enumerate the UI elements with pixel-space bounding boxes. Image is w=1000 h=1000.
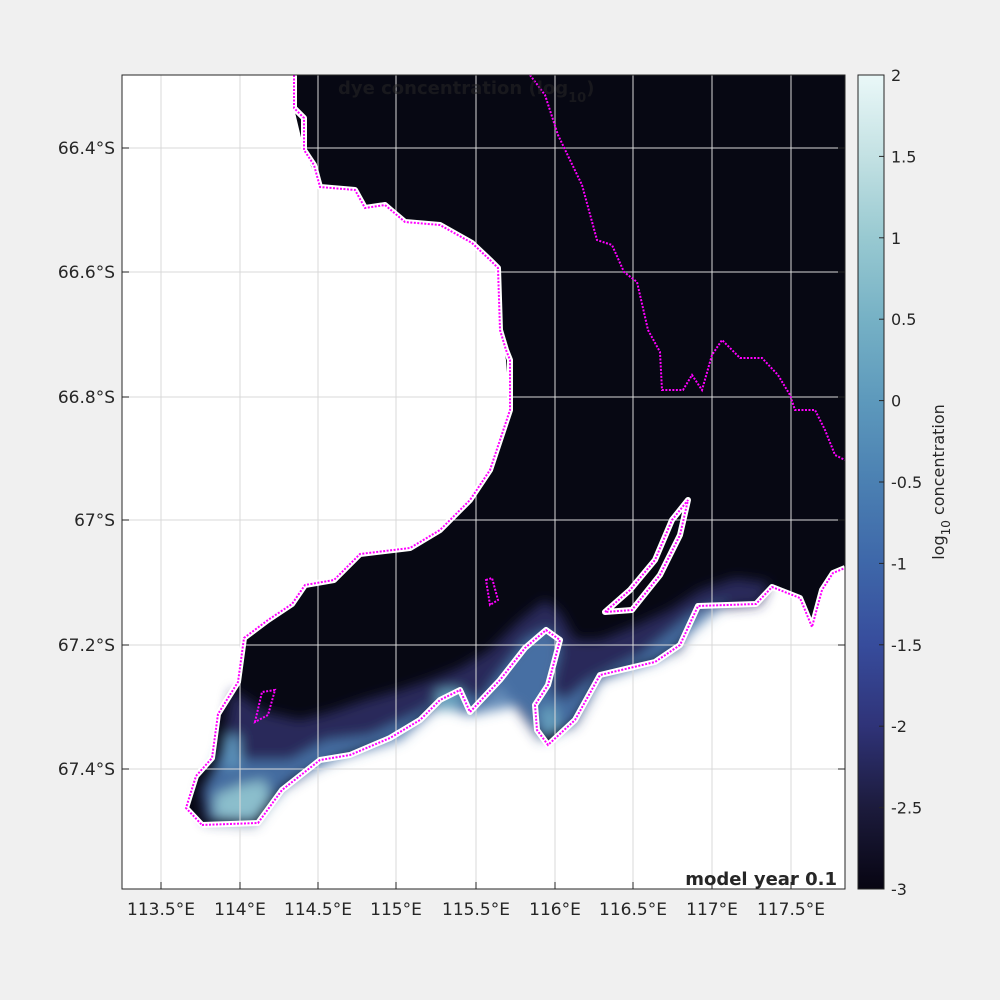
- colorbar-tick-label: -0.5: [891, 473, 922, 492]
- colorbar-tick-label: 0.5: [891, 310, 916, 329]
- coastline-south: [201, 567, 845, 826]
- colorbar-tick-label: -1: [891, 554, 907, 573]
- y-tick-label: 66.8°S: [58, 388, 115, 408]
- x-tick-label: 115°E: [370, 900, 422, 920]
- colorbar: 2 1.5 1 0.5 0 -0.5 -1 -1.5 -2 -2.5 -3 log10 concen…: [857, 66, 953, 899]
- map-axes: 113.5°E 114°E 114.5°E 115°E 115.5°E 116°…: [58, 74, 846, 920]
- colorbar-tick-label: -2: [891, 717, 907, 736]
- coastline-island-east: [602, 499, 689, 614]
- x-tick-label: 114.5°E: [284, 900, 352, 920]
- x-tick-label: 116.5°E: [599, 900, 667, 920]
- x-tick-label: 114°E: [214, 900, 266, 920]
- colorbar-tick-label: -2.5: [891, 799, 922, 818]
- coastline-contours: [183, 75, 845, 828]
- y-tick-label: 66.6°S: [58, 263, 115, 283]
- colorbar-label: log10 concentration: [929, 404, 953, 560]
- x-tick-labels: 113.5°E 114°E 114.5°E 115°E 115.5°E 116°…: [127, 900, 825, 920]
- axes-frame: [121, 74, 846, 890]
- x-tick-label: 117°E: [686, 900, 738, 920]
- colorbar-ticks: 2 1.5 1 0.5 0 -0.5 -1 -1.5 -2 -2.5 -3: [879, 66, 922, 899]
- coastline-ice-front: [529, 75, 845, 461]
- x-tick-label: 113.5°E: [127, 900, 195, 920]
- colorbar-tick-label: 1: [891, 229, 901, 248]
- x-tick-label: 115.5°E: [442, 900, 510, 920]
- y-tick-label: 67.2°S: [58, 636, 115, 656]
- y-tick-label: 67.4°S: [58, 760, 115, 780]
- grid: [122, 75, 845, 889]
- colorbar-tick-label: 2: [891, 66, 901, 85]
- coastline-island-west: [253, 688, 277, 724]
- colorbar-tick-label: -3: [891, 880, 907, 899]
- y-tick-label: 67°S: [74, 511, 115, 531]
- y-tick-labels: 66.4°S 66.6°S 66.8°S 67°S 67.2°S 67.4°S: [58, 139, 115, 780]
- coastline-west: [184, 75, 511, 826]
- y-tick-label: 66.4°S: [58, 139, 115, 159]
- coastline-island-small: [484, 576, 500, 607]
- colorbar-tick-label: 0: [891, 392, 901, 411]
- model-year-annotation: model year 0.1: [685, 869, 837, 890]
- colorbar-tick-label: -1.5: [891, 636, 922, 655]
- tick-marks: [122, 147, 845, 889]
- x-tick-label: 116°E: [529, 900, 581, 920]
- x-tick-label: 117.5°E: [757, 900, 825, 920]
- chart-title: dye concentration (log10): [338, 78, 594, 106]
- colorbar-tick-label: 1.5: [891, 147, 916, 166]
